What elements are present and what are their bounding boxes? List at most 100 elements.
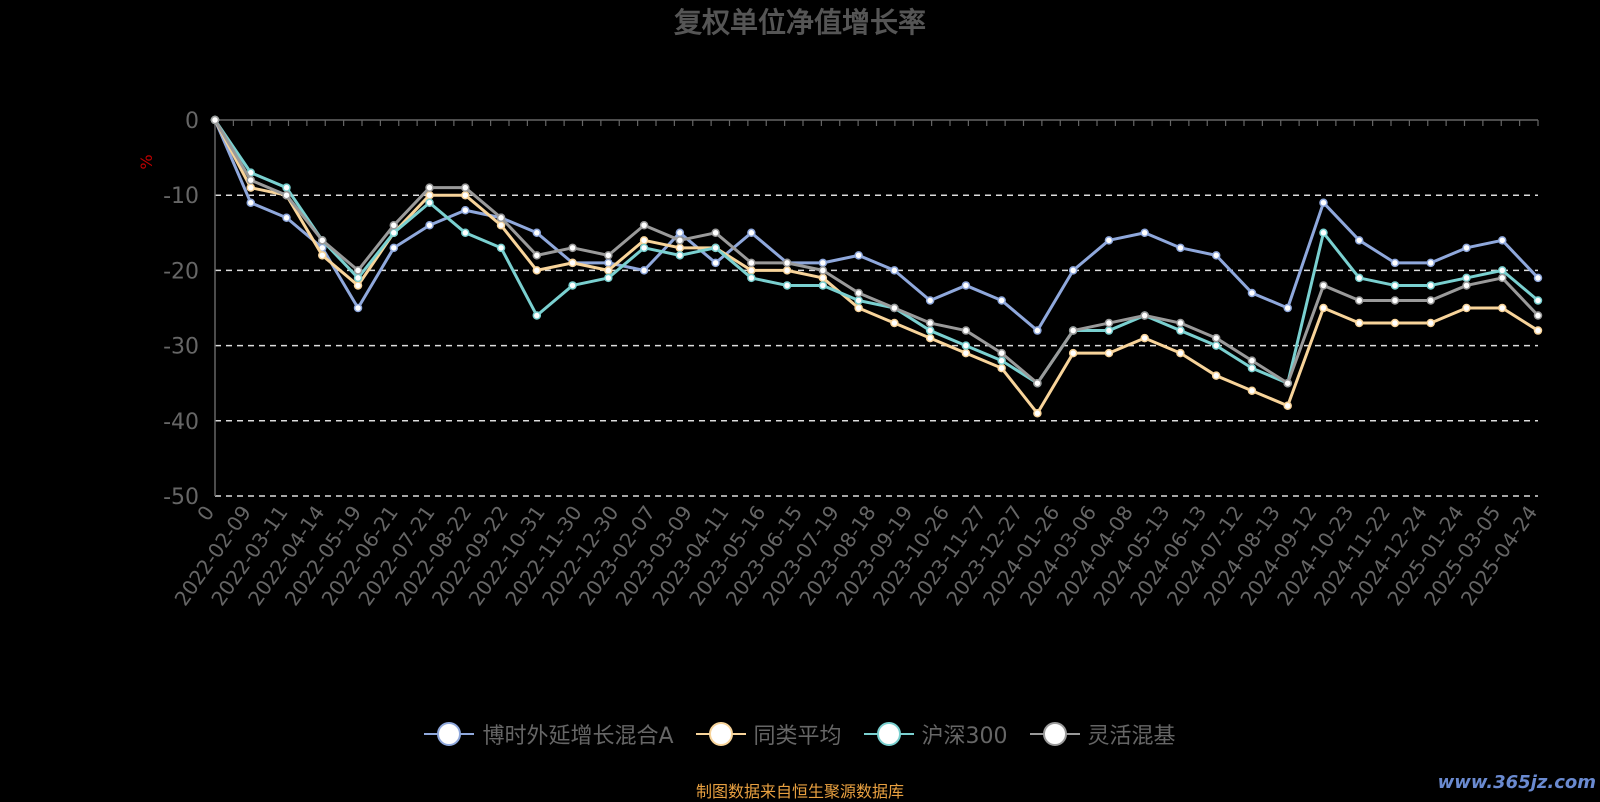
data-point [925,296,935,305]
data-point [1211,341,1221,350]
data-point [282,190,291,200]
data-point [818,273,828,283]
data-point [782,266,792,275]
legend-item-hs300[interactable]: 沪深300 [863,718,1008,750]
data-point [568,281,577,290]
data-point [1462,243,1471,253]
grid-layer [215,194,1538,497]
data-point [1176,243,1185,253]
data-point [1462,303,1471,313]
data-point [1319,228,1328,238]
data-point [1068,266,1078,275]
data-point [1104,326,1114,335]
data-point [1426,296,1435,305]
legend-item-flexible-mixed[interactable]: 灵活混基 [1029,718,1176,750]
data-point [425,190,434,200]
data-point [1426,258,1435,268]
data-point [997,356,1006,365]
legend-label: 博时外延增长混合A [482,724,674,749]
data-point [353,303,363,313]
data-point [1462,273,1471,283]
legend-label: 沪深300 [921,724,1008,749]
data-point [1390,296,1400,305]
data-point [1426,281,1435,290]
data-point [818,258,828,268]
data-point [425,221,434,230]
data-point [854,303,863,313]
data-point [1176,348,1185,358]
data-point [532,266,542,275]
data-point [747,273,756,283]
data-point [1140,333,1149,343]
data-point [532,228,542,238]
legend-item-peer-average[interactable]: 同类平均 [695,718,842,750]
data-point [961,341,971,350]
data-point [961,348,971,358]
data-point [210,115,220,125]
data-point [1390,258,1400,268]
data-point [925,326,935,335]
series-line-2 [213,119,1539,385]
data-point [425,183,434,192]
data-point [1354,296,1364,305]
data-point [890,266,899,275]
data-point [1033,326,1042,335]
data-point [711,258,720,268]
axis-layer: 0-10-20-30-40-5002022-02-092022-03-11202… [163,109,1542,610]
data-point [639,266,649,275]
x-tick-label: 0 [192,501,219,525]
y-tick-label: -10 [163,184,199,209]
data-point [1497,236,1507,245]
data-point [1247,356,1257,365]
data-point [532,311,542,320]
data-point [353,281,363,290]
legend-marker-icon [863,722,914,746]
data-point [461,190,470,200]
legend: 博时外延增长混合A 同类平均 沪深300 灵活混基 [0,718,1600,750]
data-point [1176,318,1185,328]
data-point [854,288,863,298]
data-point [1283,378,1292,388]
data-point [568,258,577,268]
data-point [890,318,899,328]
y-tick-label: -50 [163,485,199,510]
data-point [1247,363,1257,373]
series-line-0 [213,119,1540,333]
data-point [1033,409,1042,418]
data-point [1390,318,1400,328]
data-point [318,251,327,260]
data-point [246,183,256,192]
data-source-note: 制图数据来自恒生聚源数据库 [695,782,904,801]
data-point [1104,236,1114,245]
data-point [1104,348,1114,358]
data-point [675,251,685,260]
y-tick-label: 0 [185,109,199,134]
data-point [854,251,863,260]
data-point [353,266,363,275]
data-point [961,326,971,335]
legend-item-fund[interactable]: 博时外延增长混合A [424,718,674,750]
data-point [1533,311,1543,320]
data-point [1426,318,1435,328]
data-point [532,251,542,260]
data-point [818,266,828,275]
data-point [1283,401,1292,411]
data-point [711,243,720,253]
data-point [1283,303,1292,313]
legend-marker-icon [695,722,746,746]
data-point [675,228,685,238]
data-point [461,205,470,215]
data-point [1533,326,1543,335]
data-point [961,281,971,290]
data-point [818,281,828,290]
data-point [568,243,577,253]
data-point [747,258,756,268]
data-point [604,258,613,268]
data-point [1068,326,1078,335]
legend-label: 同类平均 [753,724,842,749]
data-point [1247,288,1257,298]
y-tick-label: -20 [163,259,199,284]
watermark: www.365jz.com [1437,772,1596,793]
data-point [461,183,470,192]
